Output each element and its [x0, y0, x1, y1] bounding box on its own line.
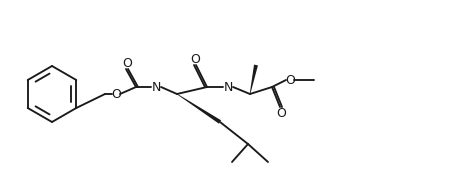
Polygon shape	[250, 65, 258, 94]
Text: N: N	[151, 80, 161, 94]
Text: O: O	[276, 107, 286, 119]
Text: O: O	[122, 56, 132, 70]
Text: N: N	[224, 80, 233, 94]
Text: O: O	[190, 53, 200, 65]
Text: O: O	[285, 73, 295, 87]
Polygon shape	[177, 94, 221, 124]
Text: O: O	[111, 88, 121, 100]
